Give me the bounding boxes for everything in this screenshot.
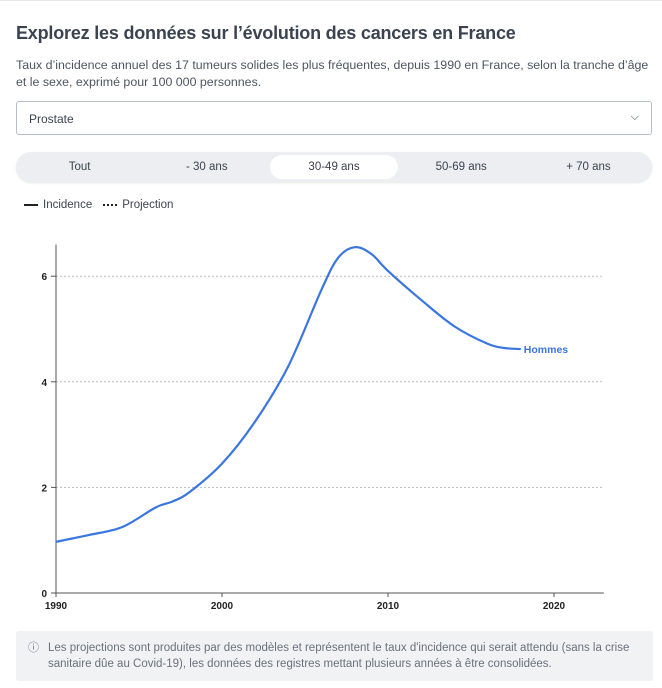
tab-tout[interactable]: Tout <box>68 161 91 173</box>
y-tick-label: 2 <box>41 483 47 494</box>
legend-incidence: Incidence <box>43 199 93 211</box>
dotted-line-icon <box>103 204 118 206</box>
tab-over-70[interactable]: + 70 ans <box>566 161 611 173</box>
x-tick-label: 1990 <box>45 601 68 612</box>
y-tick-label: 4 <box>41 378 47 389</box>
x-tick-label: 2000 <box>211 601 234 612</box>
tab-30-49[interactable]: 30-49 ans <box>270 155 398 179</box>
x-tick-label: 2010 <box>377 601 400 612</box>
series-label: Hommes <box>524 344 569 356</box>
x-tick-label: 2020 <box>543 601 566 612</box>
y-tick-label: 0 <box>41 589 47 600</box>
page-subtitle: Taux d’incidence annuel des 17 tumeurs s… <box>16 58 649 89</box>
tab-50-69[interactable]: 50-69 ans <box>435 161 487 173</box>
cancer-type-select[interactable]: Prostate ⌵ <box>16 101 652 135</box>
info-icon: ⓘ <box>28 642 39 654</box>
note-text: Les projections sont produites par des m… <box>48 642 630 670</box>
info-note: ⓘ Les projections sont produites par des … <box>16 631 653 681</box>
chevron-down-icon: ⌵ <box>630 111 639 123</box>
y-tick-label: 6 <box>41 272 47 283</box>
chart-legend: Incidence Projection <box>24 199 173 211</box>
select-value: Prostate <box>29 112 74 126</box>
legend-projection: Projection <box>122 199 174 211</box>
line-chart: 0 2 4 6 1990 2000 2010 2020 Hommes <box>41 244 604 612</box>
age-tabs: Tout - 30 ans 30-49 ans 50-69 ans + 70 a… <box>16 152 652 182</box>
tab-under-30[interactable]: - 30 ans <box>186 161 228 173</box>
page-title: Explorez les données sur l’évolution des… <box>16 23 516 43</box>
solid-line-icon <box>24 204 38 206</box>
series-line-hommes <box>55 246 521 543</box>
